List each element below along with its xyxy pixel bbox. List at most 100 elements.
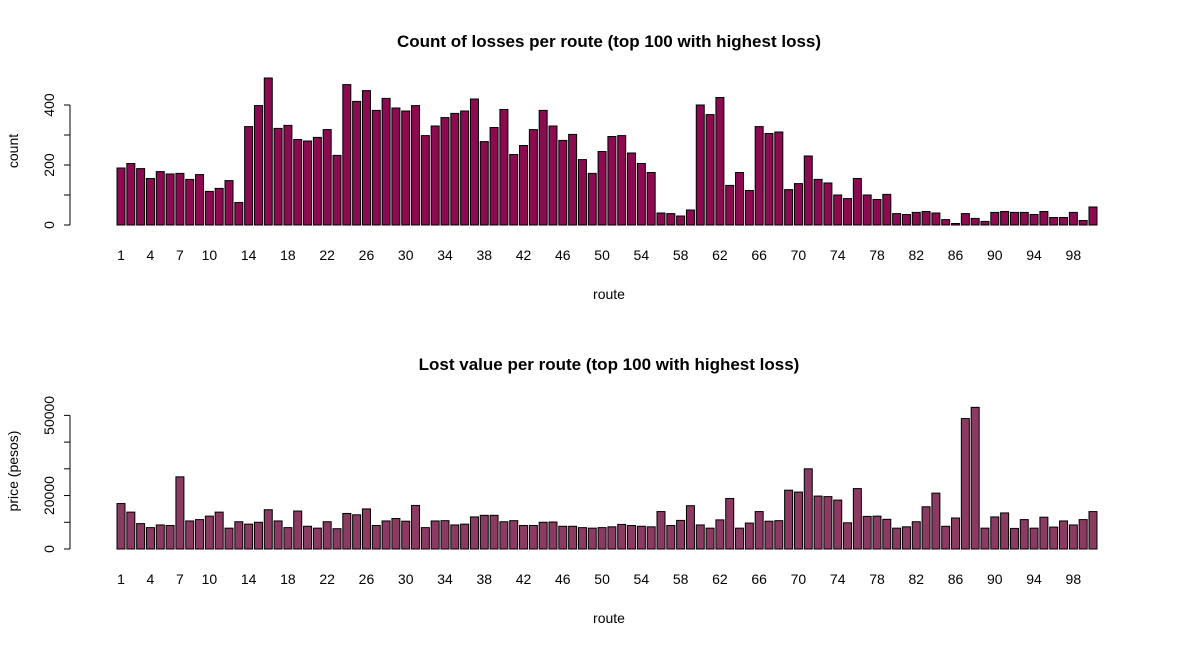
value-bar-87	[960, 418, 970, 550]
value-bar-14	[244, 523, 254, 550]
value-x-tick-label: 1	[117, 571, 125, 587]
value-bar-11	[214, 511, 224, 550]
value-bar-94	[1029, 527, 1039, 550]
count-chart-y-axis: 0 200 400	[41, 93, 71, 229]
count-bar-55	[646, 172, 656, 226]
value-bar-72	[813, 495, 823, 550]
count-x-tick-label: 50	[594, 247, 610, 263]
value-bar-98	[1068, 524, 1078, 550]
value-bar-93	[1019, 519, 1029, 550]
count-x-tick-label: 62	[712, 247, 728, 263]
value-x-tick-label: 74	[830, 571, 846, 587]
count-x-tick-label: 58	[673, 247, 689, 263]
value-bar-60	[695, 524, 705, 550]
count-bar-3	[136, 168, 146, 226]
value-bar-59	[685, 505, 695, 550]
value-bar-80	[892, 527, 902, 550]
count-bar-92	[1009, 211, 1019, 226]
value-bar-57	[666, 524, 676, 550]
count-bar-93	[1019, 211, 1029, 226]
count-bar-85	[941, 219, 951, 226]
count-bar-14	[244, 126, 254, 226]
count-chart-bars	[116, 77, 1098, 226]
count-bar-88	[970, 217, 980, 226]
count-bar-80	[892, 213, 902, 226]
count-bar-26	[361, 90, 371, 226]
value-bar-41	[509, 520, 519, 550]
count-chart-xlabel: route	[593, 286, 625, 302]
count-x-tick-label: 14	[241, 247, 257, 263]
value-bar-84	[931, 492, 941, 550]
value-bar-62	[715, 519, 725, 550]
count-bar-94	[1029, 214, 1039, 226]
value-x-tick-label: 78	[869, 571, 885, 587]
count-bar-16	[263, 77, 273, 226]
value-y-tick-label: 0	[41, 545, 57, 553]
value-bar-50	[597, 527, 607, 550]
value-bar-65	[744, 522, 754, 550]
value-chart-y-axis: 0 20000 50000	[41, 396, 71, 553]
count-bar-41	[509, 154, 519, 226]
count-bar-51	[607, 136, 617, 226]
value-bar-73	[823, 496, 833, 550]
value-bar-17	[273, 520, 283, 550]
value-bar-74	[833, 499, 843, 550]
value-bar-89	[980, 527, 990, 550]
count-x-tick-label: 18	[280, 247, 296, 263]
count-bar-71	[803, 155, 813, 226]
count-x-tick-label: 86	[948, 247, 964, 263]
count-bar-43	[528, 129, 538, 226]
count-bar-6	[165, 173, 175, 226]
count-bar-32	[420, 135, 430, 226]
count-bar-28	[381, 97, 391, 226]
count-bar-12	[224, 180, 234, 226]
count-bar-17	[273, 127, 283, 226]
count-chart-title: Count of losses per route (top 100 with …	[397, 32, 821, 51]
count-bar-67	[764, 133, 774, 226]
value-bar-44	[538, 521, 548, 550]
count-bar-64	[735, 172, 745, 226]
value-x-tick-label: 98	[1066, 571, 1082, 587]
value-bar-81	[901, 526, 911, 550]
value-bar-29	[391, 518, 401, 550]
count-bar-15	[253, 105, 263, 226]
value-x-tick-label: 62	[712, 571, 728, 587]
value-bar-32	[420, 527, 430, 550]
count-bar-59	[685, 209, 695, 226]
value-bar-75	[843, 522, 853, 550]
count-bar-19	[293, 139, 303, 226]
count-bar-87	[960, 213, 970, 226]
value-bar-86	[951, 517, 961, 550]
value-bar-9	[195, 519, 205, 550]
value-x-tick-label: 94	[1026, 571, 1042, 587]
count-bar-24	[342, 84, 352, 226]
count-bar-70	[793, 183, 803, 226]
count-x-tick-label: 42	[516, 247, 532, 263]
count-bar-38	[479, 141, 489, 226]
value-bar-18	[283, 527, 293, 550]
count-bar-13	[234, 202, 244, 226]
count-bar-89	[980, 220, 990, 226]
count-bar-66	[754, 126, 764, 226]
count-bar-21	[312, 136, 322, 226]
count-bar-99	[1078, 220, 1088, 226]
value-x-tick-label: 58	[673, 571, 689, 587]
value-bar-8	[185, 520, 195, 550]
count-x-tick-label: 38	[476, 247, 492, 263]
count-x-tick-label: 46	[555, 247, 571, 263]
value-bar-30	[401, 520, 411, 550]
value-x-tick-label: 90	[987, 571, 1003, 587]
count-bar-61	[705, 114, 715, 226]
value-bar-45	[548, 521, 558, 550]
count-x-tick-label: 98	[1066, 247, 1082, 263]
count-bar-98	[1068, 211, 1078, 226]
count-bar-35	[450, 112, 460, 226]
count-bar-30	[401, 110, 411, 226]
count-bar-75	[843, 198, 853, 226]
count-bar-86	[951, 223, 961, 226]
value-bar-35	[450, 524, 460, 550]
count-bar-42	[519, 145, 529, 226]
value-bar-46	[558, 525, 568, 550]
value-bar-36	[460, 523, 470, 550]
value-bar-39	[489, 514, 499, 550]
